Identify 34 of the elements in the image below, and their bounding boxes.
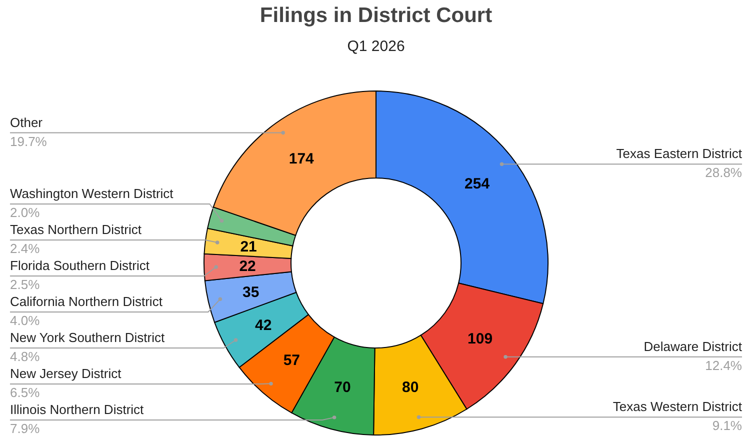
data-label: 21 (240, 238, 257, 256)
data-label: 109 (468, 330, 493, 348)
text: 28.8% (705, 165, 742, 180)
data-label: 174 (288, 150, 315, 168)
slice-label: Illinois Northern District (10, 402, 144, 417)
text: 12.4% (705, 358, 742, 373)
slice-label: California Northern District (10, 294, 163, 309)
slice-label: Florida Southern District (10, 258, 150, 273)
text: 9.1% (712, 418, 742, 434)
text: 19.7% (10, 134, 48, 149)
slice-label: New Jersey District (10, 366, 122, 381)
text: 2.4% (10, 241, 40, 256)
text: 7.9% (10, 421, 40, 436)
slice-label: Texas Western District (612, 399, 742, 414)
slice-label: Texas Northern District (10, 222, 142, 237)
data-label: 80 (402, 378, 419, 396)
slice-label: Texas Eastern District (616, 146, 742, 162)
slice-label: Other (10, 114, 44, 130)
data-label: 35 (242, 284, 260, 302)
data-label: 57 (283, 352, 300, 369)
text: 2.0% (10, 205, 40, 220)
data-label: 22 (239, 258, 256, 276)
slice-label: New York Southern District (10, 330, 166, 345)
text: 4.8% (10, 349, 40, 364)
data-label: 70 (334, 379, 351, 396)
text: 6.5% (10, 385, 40, 400)
chart-title: Filings in District Court (260, 4, 492, 27)
text: 4.0% (10, 313, 40, 328)
slice-label: Washington Western District (10, 186, 174, 201)
slice-label: Delaware District (644, 338, 742, 354)
data-label: 254 (464, 176, 490, 193)
chart-subtitle: Q1 2026 (347, 38, 405, 55)
data-label: 42 (255, 316, 272, 334)
text: 2.5% (10, 277, 40, 292)
